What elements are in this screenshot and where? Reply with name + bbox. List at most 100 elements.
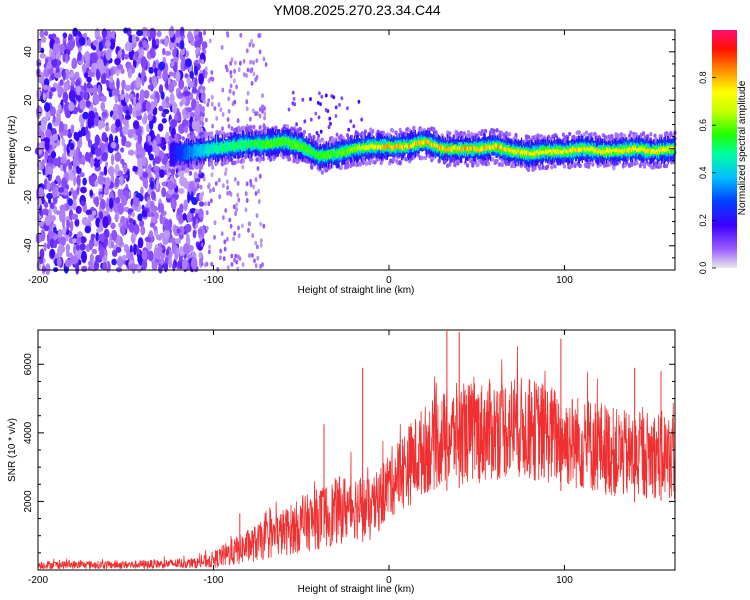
spectrogram-noise-blob: [36, 58, 42, 68]
spectrogram-noise-blob: [89, 189, 93, 197]
spectrogram-noise-blob: [68, 171, 75, 181]
spectrogram-noise-blob: [105, 161, 109, 168]
spectrogram-noise-blob: [228, 217, 232, 223]
spectrogram-noise-blob: [208, 244, 212, 250]
spectrogram-noise-blob: [154, 145, 160, 154]
spectrogram-noise-blob: [204, 70, 208, 76]
spectrogram-noise-blob: [222, 183, 225, 189]
spectrogram-noise-blob: [107, 31, 112, 39]
spectrogram-noise-blob: [143, 112, 147, 124]
spectrogram-noise-blob: [156, 133, 161, 144]
spectrogram-halo: [398, 160, 402, 165]
spectrogram-noise-blob: [135, 109, 142, 117]
spectrogram-noise-blob: [249, 182, 253, 188]
spectrogram-halo: [476, 162, 480, 167]
spectrogram-noise-blob: [229, 73, 233, 79]
spectrogram-halo: [437, 158, 441, 163]
spectrogram-noise-blob: [36, 105, 43, 117]
spectrogram-noise-blob: [37, 144, 43, 155]
spectrogram-marks: [34, 25, 677, 276]
spectrogram-halo: [500, 162, 504, 168]
spectrogram-noise-blob: [46, 242, 51, 250]
spectrogram-noise-blob: [197, 228, 202, 235]
spectrogram-noise-blob: [135, 102, 142, 112]
spectrogram-noise-blob: [210, 198, 213, 204]
spectrogram-noise-blob: [66, 79, 70, 86]
spectrogram-halo: [649, 132, 653, 137]
spectrogram-noise-blob: [110, 141, 117, 149]
spectrogram-noise-blob: [226, 33, 230, 38]
spectrogram-noise-blob: [148, 153, 154, 161]
spectrogram-noise-blob: [109, 74, 114, 84]
spectrogram-noise-blob: [258, 49, 262, 55]
spectrogram-noise-blob: [204, 262, 208, 268]
spectrogram-noise-blob: [64, 259, 72, 268]
spectrogram-noise-blob: [111, 258, 117, 266]
spectrogram-noise-blob: [256, 166, 260, 171]
spectrogram-noise-blob: [45, 263, 51, 276]
spectrogram-noise-blob: [183, 243, 190, 255]
spectrogram-noise-blob: [262, 56, 266, 62]
spectrogram-noise-blob: [137, 213, 143, 222]
spectrogram-noise-blob: [202, 86, 206, 92]
spectrogram-noise-blob: [233, 99, 237, 105]
spectrogram-noise-blob: [187, 31, 193, 41]
spectrogram-noise-blob: [59, 44, 65, 53]
spectrogram-halo: [391, 128, 395, 133]
spectrogram-noise-blob: [79, 243, 86, 251]
spectrogram-noise-blob: [175, 29, 181, 38]
spectrogram-noise-blob: [55, 117, 60, 125]
spectrogram-noise-blob: [48, 231, 55, 238]
spectrogram-noise-blob: [81, 216, 89, 226]
spectrogram-noise-blob: [241, 223, 244, 229]
spectrogram-noise-blob: [210, 172, 214, 178]
spectrogram-noise-blob: [227, 96, 231, 102]
spectrogram-noise-blob: [147, 84, 155, 90]
spectrogram-noise-blob: [212, 187, 216, 193]
spectrogram-noise-blob: [76, 131, 83, 138]
spectrogram-noise-blob: [94, 180, 99, 187]
spectrogram-noise-blob: [258, 173, 262, 179]
spectrogram-noise-blob: [156, 30, 162, 38]
spectrogram-noise-blob: [161, 187, 167, 198]
spectrogram-noise-blob: [137, 237, 144, 249]
spectrogram-noise-blob: [61, 217, 66, 229]
spectrogram-noise-blob: [181, 96, 187, 105]
spectrogram-noise-blob: [225, 179, 229, 185]
spectrogram-noise-blob: [44, 215, 52, 226]
spectrogram-noise-blob: [44, 102, 51, 113]
spectrogram-noise-blob: [251, 233, 255, 239]
spectrogram-noise-blob: [191, 87, 198, 94]
spectrogram-noise-blob: [254, 111, 257, 116]
spectrogram-noise-blob: [244, 191, 248, 197]
spectrogram-noise-blob: [192, 230, 197, 239]
spectrogram-noise-blob: [168, 71, 174, 77]
spectrogram-noise-blob: [101, 151, 108, 162]
spectrogram-noise-blob: [160, 91, 165, 100]
spectrogram-noise-blob: [105, 49, 112, 61]
spectrogram-noise-blob: [213, 235, 216, 240]
spectrogram-halo: [481, 161, 485, 166]
spectrogram-noise-blob: [75, 262, 80, 275]
spectrogram-noise-blob: [86, 76, 92, 83]
spectrogram-noise-blob: [153, 225, 158, 232]
spectrogram-noise-blob: [121, 49, 125, 61]
spectrogram-noise-blob: [149, 49, 156, 59]
spectrogram-noise-blob: [147, 113, 154, 122]
spectrogram-noise-blob: [132, 120, 140, 130]
spectrogram-halo: [241, 158, 245, 164]
spectrogram-noise-blob: [43, 242, 47, 252]
spectrogram-noise-blob: [92, 40, 99, 46]
spectrogram-noise-blob: [254, 263, 258, 268]
spectrogram-noise-blob: [53, 41, 60, 54]
spectrogram-noise-blob: [46, 181, 51, 191]
spectrogram-noise-blob: [178, 188, 185, 195]
spectrogram-noise-blob: [254, 77, 258, 82]
spectrogram-noise-blob: [249, 178, 253, 184]
spectrogram-noise-blob: [172, 48, 177, 58]
spectrogram-halo: [440, 133, 444, 138]
spectrogram-noise-blob: [232, 90, 236, 96]
spectrogram-noise-blob: [117, 202, 125, 215]
spectrogram-noise-blob: [236, 118, 240, 123]
